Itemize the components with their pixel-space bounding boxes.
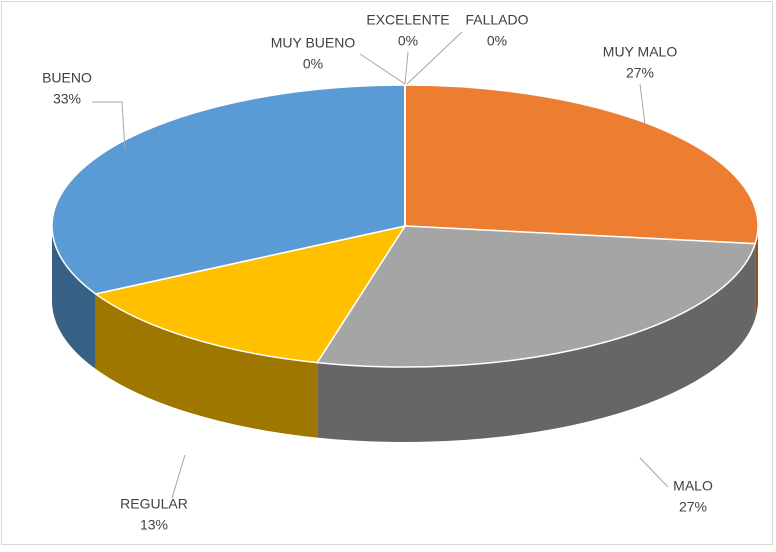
pie-slice <box>315 225 757 368</box>
leader-line <box>359 53 406 85</box>
slice-value-label: 27% <box>679 499 707 515</box>
slice-label: FALLADO <box>465 12 528 28</box>
slice-value-label: 13% <box>140 517 168 533</box>
leader-line <box>406 31 463 85</box>
slice-value-label: 0% <box>487 33 507 49</box>
pie-slice <box>404 84 759 245</box>
slice-label: MUY MALO <box>603 44 678 60</box>
leader-line <box>171 454 186 499</box>
leader-line <box>639 457 669 488</box>
leader-line <box>639 83 646 126</box>
slice-value-label: 33% <box>53 91 81 107</box>
slice-label: MUY BUENO <box>271 35 356 51</box>
slice-label: MALO <box>673 478 713 494</box>
pie-slice-side <box>755 226 758 319</box>
slice-value-label: 0% <box>303 56 323 72</box>
slice-label: BUENO <box>42 70 92 86</box>
pie-slice <box>51 84 406 295</box>
slice-label: REGULAR <box>120 496 188 512</box>
leader-line <box>404 51 409 85</box>
pie-slice <box>93 224 407 364</box>
pie-slice-side <box>95 293 318 438</box>
slice-value-label: 27% <box>626 65 654 81</box>
pie-slice-side <box>317 243 756 442</box>
slice-label: EXCELENTE <box>366 12 449 28</box>
slice-value-label: 0% <box>398 33 418 49</box>
leader-line <box>92 101 126 151</box>
